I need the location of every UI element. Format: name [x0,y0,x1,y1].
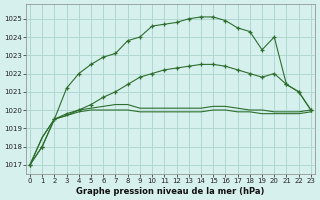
X-axis label: Graphe pression niveau de la mer (hPa): Graphe pression niveau de la mer (hPa) [76,187,265,196]
